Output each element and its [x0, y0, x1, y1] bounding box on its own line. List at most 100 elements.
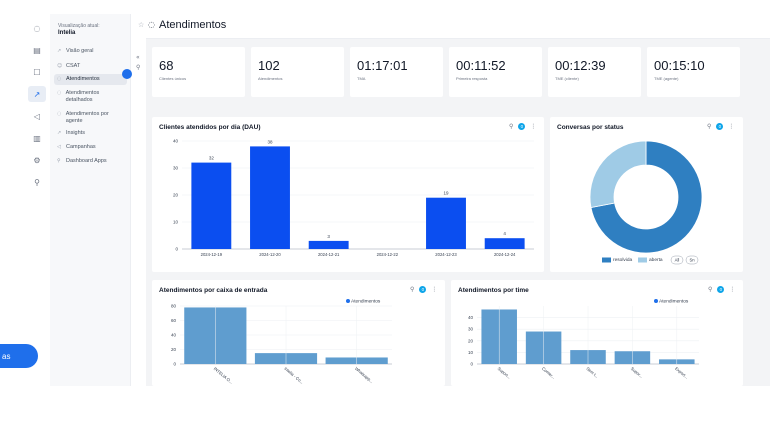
library-icon[interactable]: ▥ [33, 133, 41, 143]
legend-label: resolvida [613, 257, 633, 263]
y-tick-label: 60 [171, 318, 177, 323]
reports-icon[interactable]: ↗ [28, 86, 46, 102]
more-icon[interactable]: ⋮ [431, 286, 438, 293]
sidebar-item-insights[interactable]: ↗ Insights [54, 128, 127, 139]
filter-icon[interactable]: ⚲ [707, 123, 712, 130]
sidebar-item-campanhas[interactable]: ◁ Campanhas [54, 142, 127, 153]
legend-swatch [346, 299, 350, 303]
more-icon[interactable]: ⋮ [729, 286, 736, 293]
main-content: ☆ ◌ Atendimentos « ⚲ 68 Clientes únicos … [132, 14, 770, 386]
settings-icon[interactable]: ⚙ [33, 155, 41, 165]
link-icon[interactable]: ⚲ [34, 177, 40, 187]
kpi-card: 68 Clientes únicos [152, 47, 245, 97]
x-tick-label: 2024-12-22 [377, 252, 399, 257]
filter-icon[interactable]: ⚲ [410, 286, 415, 293]
contacts-icon[interactable]: ☐ [33, 67, 41, 77]
filter-icon[interactable]: ⚲ [509, 123, 514, 130]
dau-bar-chart: 0 10 20 30 40 32 2024-12-19 38 2024-12-20 3 2024-1… [173, 139, 534, 257]
star-icon[interactable]: ☆ [138, 21, 145, 29]
kpi-value: 01:17:01 [357, 58, 408, 73]
dau-chart-card: Clientes atendidos por dia (DAU) ⚲ 0 ⋮ 0… [152, 117, 544, 272]
filter-count-badge: 0 [717, 286, 725, 293]
team-chart-card: Atendimentos por time ⚲ 0 ⋮ 0 10 20 30 40 Sup… [451, 280, 743, 386]
trend-icon: ↗ [57, 48, 62, 54]
status-chart-card: Conversas por status ⚲ 0 ⋮ resolvida aber… [550, 117, 743, 272]
y-tick-label: 40 [468, 315, 474, 320]
page-title: Atendimentos [159, 19, 227, 31]
sidebar-item-label: Campanhas [66, 144, 96, 150]
sidebar-item-label: Dashboard Apps [66, 158, 107, 164]
bar [426, 197, 466, 249]
kpi-label: Primeira resposta [456, 76, 488, 81]
expand-icon[interactable]: « [136, 54, 140, 61]
sidebar-item-csat[interactable]: ☺ CSAT [54, 61, 127, 72]
sidebar-item-label: Visão geral [66, 48, 94, 54]
donut-slice [590, 140, 703, 254]
legend-toggle [670, 255, 684, 265]
y-tick-label: 80 [171, 304, 177, 309]
kpi-card: 00:11:52 Primeira resposta [449, 47, 542, 97]
sidebar-item-visao-geral[interactable]: ↗ Visão geral [54, 46, 127, 57]
donut-slice [589, 140, 647, 208]
x-tick-label: 2024-12-19 [201, 252, 223, 257]
chat-widget-button[interactable]: as [0, 344, 38, 368]
view-value[interactable]: Intelia [58, 30, 76, 36]
y-tick-label: 0 [175, 247, 178, 252]
legend-toggle [685, 255, 699, 265]
status-donut-chart: resolvida aberta All Sn [589, 140, 703, 265]
data-label: 19 [443, 191, 449, 196]
y-tick-label: 0 [470, 362, 473, 367]
legend-toggle-label: All [675, 258, 680, 263]
chart-title: Atendimentos por caixa de entrada [159, 287, 268, 294]
y-tick-label: 10 [173, 220, 179, 225]
megaphone-icon[interactable]: ◁ [33, 111, 41, 121]
filter-icon[interactable]: ⚲ [136, 64, 141, 71]
x-tick-label: Whatsapp... [354, 366, 374, 384]
data-label: 32 [209, 156, 215, 161]
kpi-card: 01:17:01 TMA [350, 47, 443, 97]
x-tick-label: Suport... [497, 366, 512, 380]
x-tick-label: Comer... [541, 366, 556, 380]
kpi-value: 00:11:52 [456, 58, 506, 73]
legend-label: aberta [649, 257, 663, 263]
chart-title: Conversas por status [557, 124, 624, 131]
sidebar-item-label: Atendimentos [66, 76, 100, 82]
y-tick-label: 40 [171, 333, 177, 338]
filter-icon[interactable]: ⚲ [708, 286, 713, 293]
chat-icon[interactable]: ◌ [33, 23, 41, 33]
reports-sidebar: Visualização atual: Intelia ↗ Visão gera… [50, 14, 131, 386]
chart-tools: ⚲ 0 ⋮ [708, 286, 735, 293]
filter-count-badge: 0 [419, 286, 427, 293]
kpi-label: TME (agente) [654, 76, 679, 81]
y-tick-label: 20 [173, 193, 179, 198]
legend-label: Atendimentos [351, 299, 381, 305]
team-bar-chart: 0 10 20 30 40 Suport... Comer... Sem t... Supor.… [468, 299, 699, 380]
page-header: ☆ ◌ Atendimentos [132, 14, 770, 39]
more-icon[interactable]: ⋮ [728, 123, 735, 130]
view-caption: Visualização atual: [58, 23, 100, 29]
x-tick-label: Export... [674, 366, 689, 380]
chart-title: Atendimentos por time [458, 287, 529, 294]
bar [484, 238, 525, 249]
x-tick-label: 2024-12-23 [435, 252, 457, 257]
x-tick-label: INTELIA O... [213, 366, 234, 385]
kpi-value: 00:12:39 [555, 58, 606, 73]
sidebar-item-dashboard-apps[interactable]: ⚲ Dashboard Apps [54, 156, 127, 167]
sidebar-item-atendimentos-por-agente[interactable]: ◌ Atendimentos por agente [54, 109, 127, 126]
kpi-value: 00:15:10 [654, 58, 705, 73]
x-tick-label: 2024-12-24 [494, 252, 516, 257]
more-icon[interactable]: ⋮ [530, 123, 537, 130]
inbox-chart-card: Atendimentos por caixa de entrada ⚲ 0 ⋮ … [152, 280, 445, 386]
sidebar-item-label: Atendimentos por agente [65, 111, 109, 124]
sidebar-item-atendimentos-detalhados[interactable]: ◌ Atendimentos detalhados [54, 88, 127, 105]
inbox-icon[interactable]: ▤ [33, 45, 41, 55]
collapse-sidebar-button[interactable] [122, 69, 132, 79]
y-tick-label: 30 [173, 166, 179, 171]
y-tick-label: 40 [173, 139, 179, 144]
bar [250, 146, 290, 249]
inbox-bar-chart: 0 20 40 60 80 INTELIA O... Intelia - Co... What… [171, 299, 392, 385]
sidebar-item-label: Insights [66, 130, 85, 136]
chat-icon: ◌ [57, 111, 62, 117]
sidebar-item-atendimentos[interactable]: ◌ Atendimentos [54, 74, 127, 85]
legend-toggle-label: Sn [689, 258, 695, 263]
